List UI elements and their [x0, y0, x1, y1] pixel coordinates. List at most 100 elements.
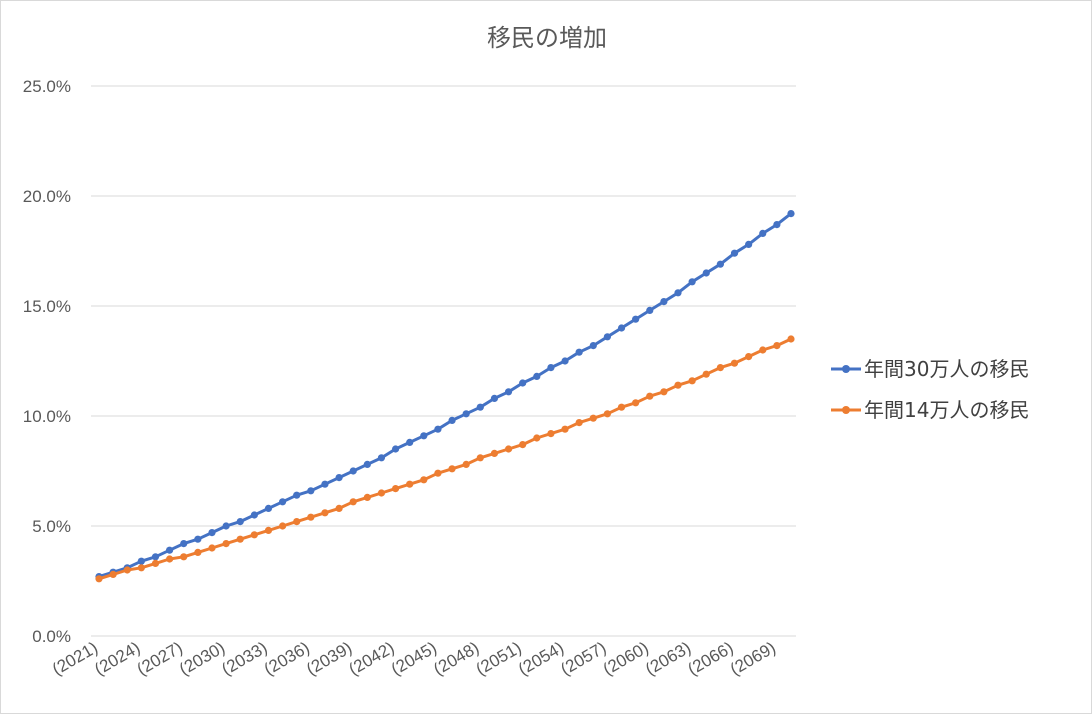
- data-point: [575, 348, 583, 356]
- data-point: [420, 476, 428, 484]
- data-point: [335, 504, 343, 512]
- data-point: [349, 467, 357, 475]
- data-point: [575, 419, 583, 427]
- data-point: [646, 392, 654, 400]
- data-point: [561, 357, 569, 365]
- data-point: [448, 416, 456, 424]
- data-point: [688, 278, 696, 286]
- data-point: [264, 504, 273, 512]
- y-tick-label: 25.0%: [23, 77, 71, 96]
- gridlines: [91, 85, 796, 637]
- data-point: [745, 353, 753, 361]
- data-point: [674, 289, 682, 297]
- data-point: [745, 240, 753, 248]
- data-point: [307, 513, 315, 521]
- data-point: [137, 557, 145, 565]
- data-point: [95, 575, 103, 583]
- data-point: [406, 480, 414, 488]
- data-point: [194, 535, 202, 543]
- data-point: [759, 346, 767, 354]
- data-point: [166, 546, 174, 554]
- data-point: [773, 221, 781, 229]
- data-point: [504, 445, 513, 453]
- data-point: [787, 210, 795, 218]
- x-tick-label: (2051): [473, 638, 525, 679]
- data-point: [490, 449, 499, 457]
- data-point: [278, 498, 287, 506]
- data-point: [250, 511, 258, 519]
- x-tick-label: (2069): [727, 638, 779, 679]
- data-point: [109, 570, 117, 579]
- y-tick-label: 15.0%: [23, 297, 71, 316]
- x-tick-label: (2060): [600, 638, 652, 679]
- data-point: [773, 342, 781, 350]
- legend-label: 年間14万人の移民: [864, 398, 1029, 422]
- data-point: [660, 388, 668, 396]
- y-axis-ticks: 0.0% 5.0% 10.0% 15.0% 20.0% 25.0%: [23, 77, 71, 646]
- data-point: [180, 553, 188, 561]
- data-point: [208, 529, 216, 537]
- data-point: [603, 333, 612, 341]
- y-tick-label: 20.0%: [23, 187, 71, 206]
- x-tick-label: (2024): [91, 638, 143, 679]
- legend-label: 年間30万人の移民: [864, 357, 1029, 381]
- data-point: [293, 491, 301, 499]
- data-point: [617, 324, 626, 332]
- data-point: [434, 425, 442, 433]
- data-point: [293, 518, 301, 526]
- data-point: [250, 531, 258, 539]
- x-tick-label: (2027): [134, 638, 186, 679]
- data-point: [236, 518, 244, 526]
- data-point: [490, 394, 499, 402]
- data-point: [603, 410, 612, 418]
- x-tick-label: (2057): [557, 638, 609, 679]
- x-tick-label: (2036): [261, 638, 313, 679]
- data-point: [349, 498, 357, 506]
- x-tick-label: (2030): [176, 638, 228, 679]
- data-point: [166, 555, 174, 563]
- series-layer: [95, 210, 795, 583]
- x-tick-label: (2054): [515, 638, 567, 679]
- data-point: [547, 364, 555, 372]
- series-1: [95, 210, 795, 581]
- data-point: [787, 335, 795, 343]
- data-point: [391, 445, 400, 453]
- data-point: [462, 460, 470, 468]
- series-2: [95, 335, 795, 583]
- data-point: [434, 469, 442, 477]
- data-point: [377, 454, 386, 462]
- legend-item: 年間30万人の移民: [831, 357, 1029, 381]
- data-point: [448, 465, 456, 473]
- data-point: [222, 540, 230, 548]
- data-point: [420, 432, 428, 440]
- data-point: [377, 489, 386, 497]
- data-point: [561, 425, 569, 433]
- data-point: [632, 399, 640, 407]
- data-point: [321, 480, 329, 488]
- x-tick-label: (2063): [642, 638, 694, 679]
- data-point: [617, 403, 626, 411]
- data-point: [716, 260, 724, 268]
- data-point: [278, 522, 287, 530]
- x-tick-label: (2048): [430, 638, 482, 679]
- legend-item: 年間14万人の移民: [831, 398, 1029, 422]
- legend-swatch-marker: [842, 365, 850, 373]
- y-tick-label: 5.0%: [32, 517, 71, 536]
- data-point: [208, 544, 216, 552]
- data-point: [236, 535, 244, 543]
- data-point: [660, 298, 668, 306]
- data-point: [688, 377, 696, 385]
- x-tick-label: (2033): [218, 638, 270, 679]
- data-point: [589, 414, 597, 422]
- series-line: [98, 337, 792, 581]
- data-point: [335, 474, 343, 482]
- data-point: [646, 306, 654, 314]
- data-point: [151, 559, 160, 568]
- data-point: [547, 430, 555, 438]
- data-point: [476, 454, 484, 462]
- data-point: [674, 381, 682, 389]
- data-point: [406, 438, 414, 446]
